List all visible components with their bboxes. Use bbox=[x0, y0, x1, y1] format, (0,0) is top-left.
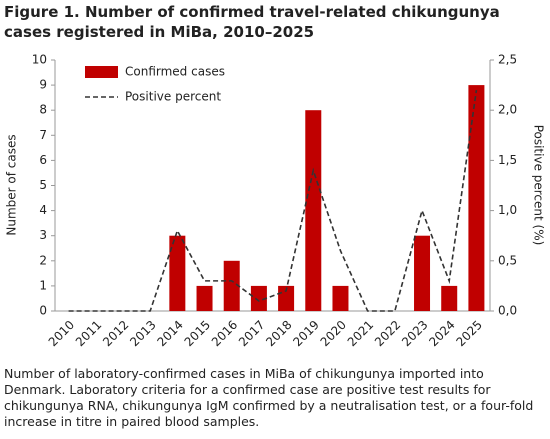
y-tick-label: 9 bbox=[39, 78, 47, 92]
y-tick-label: 8 bbox=[39, 103, 47, 117]
legend-label: Confirmed cases bbox=[125, 65, 225, 79]
y-tick-label: 0 bbox=[39, 304, 47, 318]
x-tick-label: 2014 bbox=[154, 318, 185, 349]
bar bbox=[250, 285, 267, 311]
legend-label: Positive percent bbox=[125, 90, 221, 104]
y-tick-label: 7 bbox=[39, 128, 47, 142]
x-tick-label: 2024 bbox=[426, 318, 457, 349]
y-tick-label: 10 bbox=[32, 53, 47, 67]
x-tick-label: 2015 bbox=[182, 318, 213, 349]
bar bbox=[196, 285, 213, 311]
y2-tick-label: 0,0 bbox=[498, 304, 517, 318]
y2-axis-label: Positive percent (%) bbox=[532, 125, 546, 246]
chart-title: Figure 1. Number of confirmed travel-rel… bbox=[4, 3, 500, 41]
x-tick-label: 2022 bbox=[372, 318, 403, 349]
x-tick-label: 2013 bbox=[127, 318, 158, 349]
x-tick-label: 2016 bbox=[209, 318, 240, 349]
bar bbox=[305, 110, 322, 311]
y-tick-label: 2 bbox=[39, 253, 47, 267]
caption: Number of laboratory-confirmed cases in … bbox=[4, 366, 534, 429]
y-tick-label: 4 bbox=[39, 203, 47, 217]
bar bbox=[278, 285, 295, 311]
y2-tick-label: 1,5 bbox=[498, 153, 517, 167]
y2-tick-label: 0,5 bbox=[498, 253, 517, 267]
bar bbox=[441, 285, 458, 311]
x-tick-label: 2025 bbox=[454, 318, 485, 349]
y-axis-label: Number of cases bbox=[5, 134, 19, 235]
legend-swatch bbox=[85, 66, 118, 78]
x-tick-label: 2012 bbox=[100, 318, 131, 349]
y-tick-label: 3 bbox=[39, 228, 47, 242]
bar bbox=[223, 260, 240, 311]
x-tick-label: 2011 bbox=[73, 318, 104, 349]
bar bbox=[169, 235, 186, 311]
bar bbox=[414, 235, 431, 311]
x-tick-label: 2017 bbox=[236, 318, 267, 349]
y2-tick-label: 2,5 bbox=[498, 53, 517, 67]
x-tick-label: 2023 bbox=[399, 318, 430, 349]
line bbox=[68, 90, 478, 312]
x-tick-label: 2010 bbox=[46, 318, 77, 349]
x-tick-label: 2021 bbox=[345, 318, 376, 349]
y2-tick-label: 2,0 bbox=[498, 103, 517, 117]
x-tick-label: 2018 bbox=[263, 318, 294, 349]
x-tick-label: 2020 bbox=[318, 318, 349, 349]
chart: Number of cases Positive percent (%) 0 1 2… bbox=[5, 53, 546, 350]
x-tick-label: 2019 bbox=[290, 318, 321, 349]
y-tick-label: 6 bbox=[39, 153, 47, 167]
y-tick-label: 5 bbox=[39, 178, 47, 192]
bar bbox=[468, 85, 485, 311]
bar bbox=[332, 285, 349, 311]
y2-tick-label: 1,0 bbox=[498, 203, 517, 217]
y-tick-label: 1 bbox=[39, 278, 47, 292]
